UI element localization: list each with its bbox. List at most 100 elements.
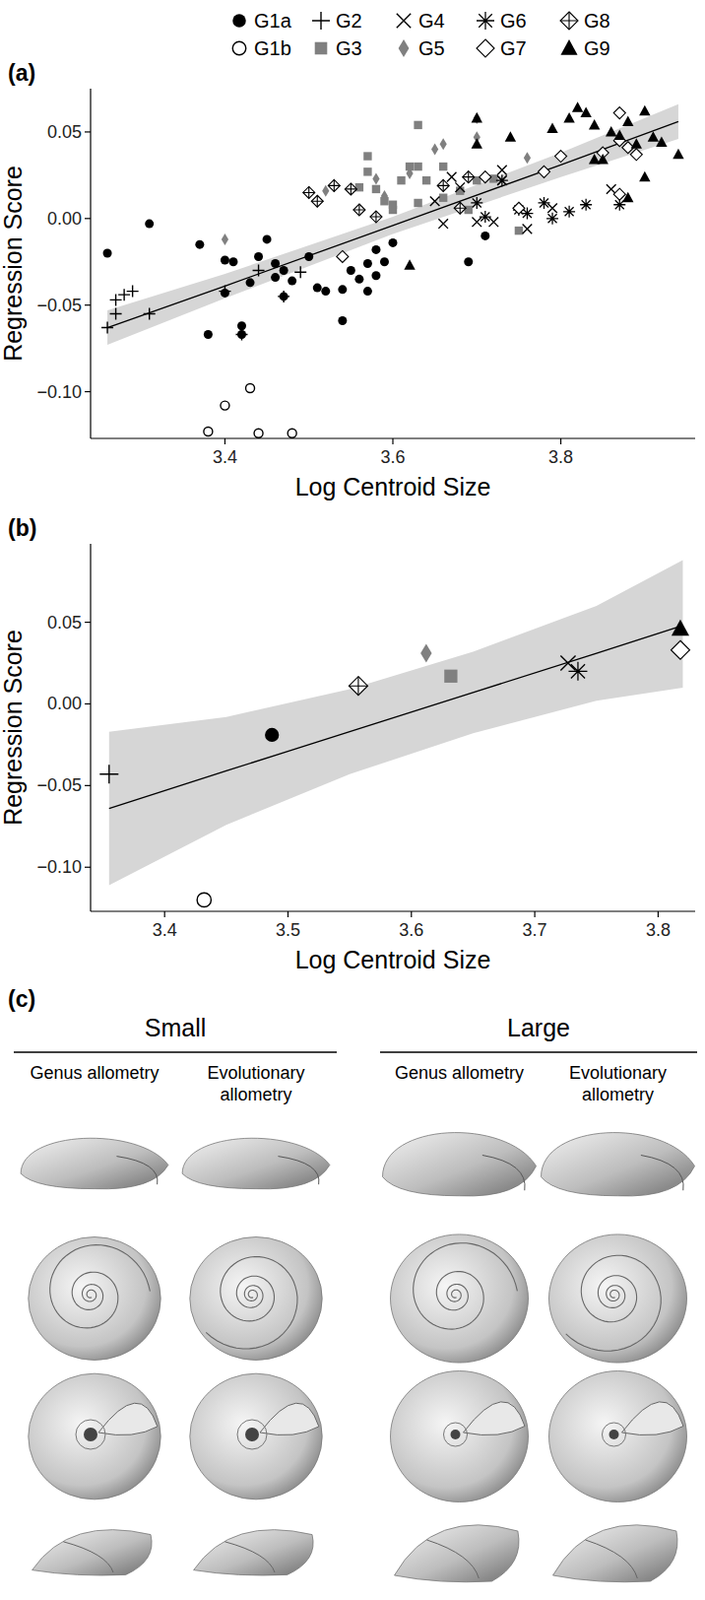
shell-illustration: [383, 1132, 537, 1582]
point: [462, 171, 475, 184]
point: [254, 428, 263, 438]
legend-marker: [398, 39, 410, 58]
point: [194, 240, 204, 250]
point: [110, 293, 123, 306]
point: [396, 176, 405, 185]
y-tick-label: 0.00: [47, 693, 82, 713]
plot-area: [99, 560, 690, 907]
y-tick-label: 0.05: [47, 122, 82, 142]
y-tick-label: −0.10: [36, 856, 82, 877]
point: [363, 258, 373, 268]
point: [413, 198, 422, 207]
point: [372, 172, 380, 185]
point: [363, 167, 372, 176]
x-tick: [224, 438, 226, 445]
point: [371, 270, 381, 280]
x-tick-label: 3.4: [152, 919, 178, 940]
group-rule: [380, 1050, 698, 1053]
point: [512, 201, 525, 214]
x-tick: [410, 910, 412, 917]
point: [264, 727, 279, 742]
point: [613, 107, 626, 120]
x-tick-label: 3.7: [522, 919, 548, 940]
point: [220, 400, 230, 410]
legend-marker: [315, 42, 328, 56]
panel-label: (a): [7, 60, 36, 86]
point: [262, 234, 272, 244]
y-axis: [89, 543, 91, 911]
point: [372, 185, 381, 193]
figure: G1aG1bG2G3G4G5G6G7G8G93.43.63.80.050.00−…: [0, 0, 705, 1600]
point: [246, 277, 256, 287]
point: [144, 219, 154, 229]
y-tick: [84, 304, 91, 306]
y-tick-label: 0.05: [47, 612, 82, 633]
legend-marker: [560, 39, 577, 56]
legend-marker: [476, 11, 495, 30]
point: [320, 286, 330, 296]
point: [437, 179, 449, 192]
point: [303, 186, 316, 198]
legend-label: G8: [583, 9, 611, 32]
point: [489, 217, 500, 228]
point: [453, 201, 466, 214]
legend-label: G9: [583, 37, 611, 60]
point: [606, 184, 617, 194]
plot-area: [101, 101, 685, 438]
point: [431, 143, 439, 156]
point: [631, 137, 642, 149]
point: [588, 119, 600, 130]
point: [670, 640, 690, 659]
panel-label: (c): [7, 985, 36, 1012]
point: [246, 384, 256, 393]
point: [672, 148, 684, 160]
point: [327, 179, 340, 192]
x-tick-label: 3.6: [380, 447, 405, 467]
point: [254, 252, 263, 261]
point: [560, 654, 576, 670]
y-tick: [84, 621, 91, 623]
x-tick: [391, 438, 393, 445]
panel: 3.43.53.63.73.80.050.00−0.05−0.10Log Cen…: [0, 514, 696, 973]
point: [546, 212, 559, 225]
regression-line: [109, 625, 684, 809]
point: [522, 224, 533, 235]
point: [454, 182, 465, 193]
column-head: Evolutionaryallometry: [206, 1062, 305, 1104]
point: [321, 185, 329, 197]
point: [294, 265, 307, 278]
point: [363, 286, 373, 296]
point: [277, 290, 290, 303]
point: [613, 188, 626, 200]
x-tick-label: 3.8: [548, 447, 574, 467]
point: [363, 151, 372, 160]
point: [354, 274, 364, 284]
point: [380, 256, 389, 266]
y-axis: [89, 88, 91, 439]
point: [496, 174, 509, 187]
point: [605, 126, 617, 136]
legend-label: G4: [418, 9, 446, 32]
x-axis-title: Log Centroid Size: [295, 945, 492, 973]
point: [196, 892, 211, 906]
point: [579, 198, 592, 211]
point: [440, 137, 448, 150]
point: [655, 135, 667, 147]
shell-illustration: [20, 1137, 169, 1575]
group-head: Large: [507, 1013, 571, 1041]
point: [479, 210, 492, 223]
point: [381, 190, 388, 202]
regression-line: [107, 121, 679, 327]
point: [497, 165, 508, 176]
point: [270, 272, 280, 282]
point: [127, 285, 139, 298]
y-tick: [84, 703, 91, 705]
point: [370, 210, 383, 223]
point: [572, 101, 583, 113]
y-axis-title: Regression Score: [0, 165, 27, 362]
legend-marker: [560, 11, 578, 30]
point: [110, 307, 123, 320]
x-axis-title: Log Centroid Size: [295, 472, 492, 501]
point: [388, 205, 397, 214]
legend-label: G7: [500, 37, 527, 60]
